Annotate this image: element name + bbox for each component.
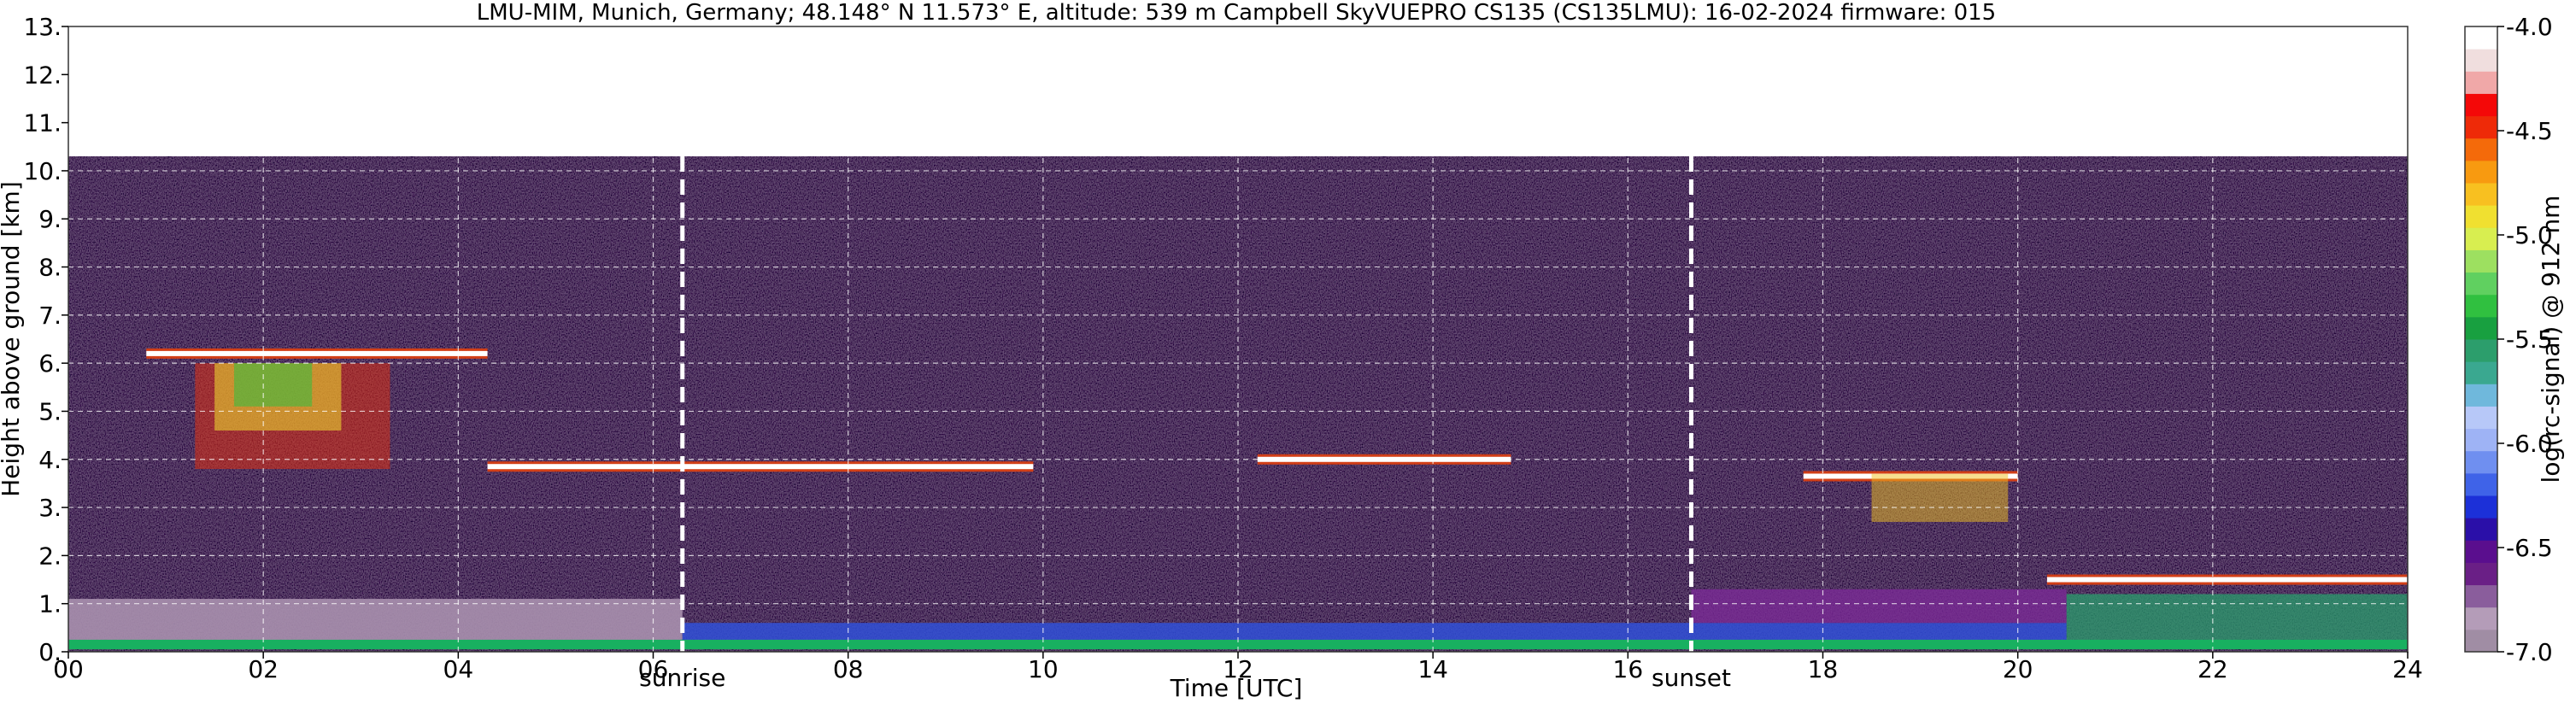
colorbar-segment	[2465, 495, 2497, 519]
near-ground-band	[68, 639, 2408, 650]
x-tick-label: 10	[1028, 655, 1059, 683]
aerosol-layer-late	[2066, 594, 2408, 647]
x-tick-label: 20	[2003, 655, 2033, 683]
colorbar-segment	[2465, 26, 2497, 50]
y-axis: 0. 1. 2. 3. 4. 5. 6. 7. 8. 9. 10. 11. 12. 13.	[23, 13, 68, 666]
y-tick-label: 5.	[38, 397, 62, 425]
colorbar-label: log(rc-signal) @ 912 nm	[2537, 196, 2565, 483]
colorbar-segment	[2465, 339, 2497, 362]
colorbar-segment	[2465, 138, 2497, 161]
x-tick-label: 00	[53, 655, 84, 683]
y-tick-label: 0.	[38, 638, 62, 666]
colorbar-segment	[2465, 450, 2497, 474]
x-tick-label: 24	[2392, 655, 2423, 683]
colorbar-tick-label: -7.0	[2506, 638, 2553, 666]
y-tick-label: 9.	[38, 205, 62, 233]
colorbar-segment	[2465, 406, 2497, 430]
virga-region	[233, 363, 313, 407]
sunset-label: sunset	[1652, 664, 1731, 692]
x-axis: 00 02 04 06 08 10 12 14 16 18 20 22 24	[53, 652, 2423, 683]
colorbar-segment	[2465, 562, 2497, 586]
colorbar-segment	[2465, 160, 2497, 184]
colorbar-segment	[2465, 227, 2497, 250]
x-tick-label: 02	[248, 655, 279, 683]
x-tick-label: 06	[638, 655, 669, 683]
virga-region	[1871, 473, 2009, 522]
y-tick-label: 10.	[23, 157, 62, 185]
colorbar-segment	[2465, 316, 2497, 340]
colorbar-segment	[2465, 71, 2497, 94]
colorbar-segment	[2465, 384, 2497, 407]
y-tick-label: 13.	[23, 13, 62, 41]
cloud-layer	[2046, 574, 2408, 585]
colorbar-tick-label: -6.5	[2506, 534, 2553, 562]
x-axis-label: Time [UTC]	[1170, 674, 1303, 702]
colorbar-segment	[2465, 540, 2497, 563]
x-tick-label: 16	[1613, 655, 1644, 683]
cloud-base	[487, 464, 1034, 470]
y-tick-label: 4.	[38, 446, 62, 474]
colorbar: -4.0 -4.5 -5.0 -5.5 -6.0 -6.5 -7.0	[2464, 13, 2553, 666]
colorbar-tick-label: -4.5	[2506, 117, 2553, 145]
grid-lines	[68, 26, 2408, 652]
y-tick-label: 2.	[38, 542, 62, 570]
colorbar-segment	[2465, 361, 2497, 384]
x-tick-label: 18	[1808, 655, 1839, 683]
colorbar-segment	[2465, 183, 2497, 206]
colorbar-segment	[2465, 205, 2497, 228]
sun-markers: sunrise sunset	[639, 156, 1731, 692]
chart-title: LMU-MIM, Munich, Germany; 48.148° N 11.5…	[477, 0, 1996, 26]
x-tick-label: 12	[1223, 655, 1253, 683]
colorbar-tick-label: -5.0	[2506, 221, 2553, 249]
sunrise-label: sunrise	[639, 664, 725, 692]
cloud-base	[146, 350, 488, 356]
x-tick-label: 04	[443, 655, 474, 683]
colorbar-segment	[2465, 294, 2497, 318]
colorbar-segment	[2465, 249, 2497, 273]
cloud-layer	[487, 461, 1034, 472]
colorbar-segment	[2465, 606, 2497, 630]
x-tick-label: 08	[833, 655, 864, 683]
colorbar-segment	[2465, 49, 2497, 72]
colorbar-segment	[2465, 272, 2497, 296]
y-tick-label: 6.	[38, 349, 62, 378]
y-tick-label: 12.	[23, 61, 62, 89]
x-tick-label: 22	[2198, 655, 2228, 683]
y-tick-label: 8.	[38, 254, 62, 282]
colorbar-segment	[2465, 472, 2497, 496]
y-tick-label: 7.	[38, 302, 62, 330]
colorbar-segment	[2465, 629, 2497, 653]
colorbar-tick-label: -5.5	[2506, 325, 2553, 354]
y-tick-label: 3.	[38, 494, 62, 522]
x-tick-label: 14	[1417, 655, 1448, 683]
colorbar-tick-label: -4.0	[2506, 13, 2553, 41]
y-tick-label: 11.	[23, 109, 62, 138]
cloud-layer	[146, 348, 488, 359]
colorbar-tick-label: -6.0	[2506, 430, 2553, 458]
colorbar-segment	[2465, 518, 2497, 541]
aerosol-layer-night	[68, 599, 683, 647]
y-tick-label: 1.	[38, 590, 62, 618]
colorbar-segment	[2465, 115, 2497, 139]
colorbar-segment	[2465, 584, 2497, 608]
colorbar-segment	[2465, 93, 2497, 117]
aerosol-layer-evening	[1691, 589, 2067, 624]
colorbar-segment	[2465, 428, 2497, 452]
y-axis-label: Height above ground [km]	[0, 181, 25, 497]
cloud-base	[2046, 577, 2408, 583]
